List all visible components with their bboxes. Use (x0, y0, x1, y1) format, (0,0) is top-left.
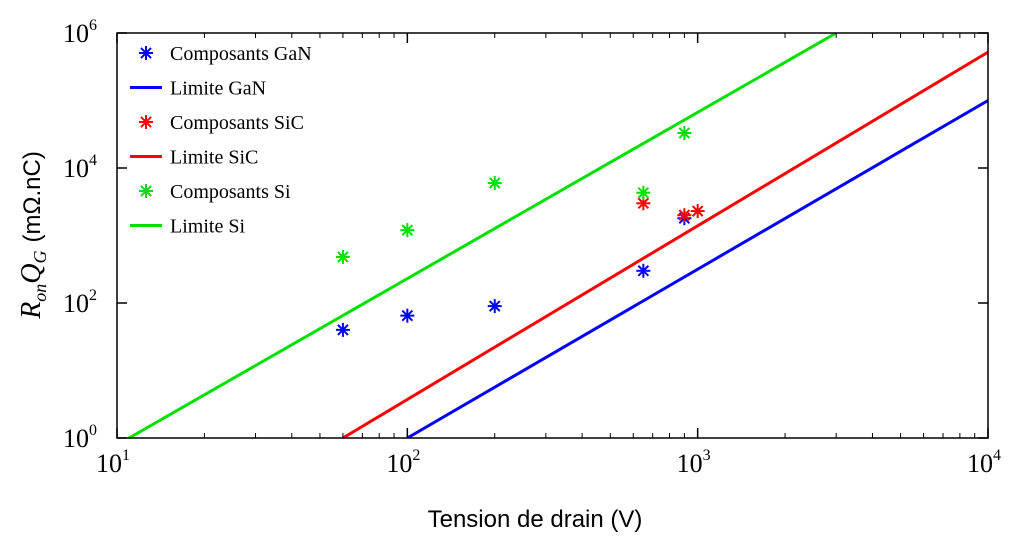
legend-label-4: Composants Si (170, 181, 291, 203)
data-point-0-3 (636, 263, 651, 278)
x-tick-label: 101 (96, 447, 130, 478)
marker-stroke (140, 47, 152, 59)
x-tick-label: 102 (386, 447, 420, 478)
marker-stroke (140, 185, 152, 197)
marker-stroke (637, 186, 650, 199)
legend-marker-0 (139, 46, 153, 60)
series-line-5 (128, 33, 837, 438)
marker-stroke (488, 177, 501, 189)
x-tick-label: 104 (967, 447, 1001, 478)
legend-marker-4 (139, 184, 153, 198)
data-point-4-0 (335, 250, 350, 265)
data-point-2-1 (677, 208, 692, 223)
marker-stroke (678, 209, 691, 221)
series-layer (128, 33, 988, 438)
series-line-1 (406, 99, 988, 438)
marker-stroke (691, 205, 704, 217)
legend-marker-2 (139, 115, 153, 129)
data-point-4-3 (636, 185, 651, 200)
y-tick-label: 102 (63, 287, 97, 318)
x-axis-label: Tension de drain (V) (428, 506, 643, 533)
data-point-0-0 (335, 322, 350, 337)
x-tick-label: 103 (677, 447, 711, 478)
plot-frame (116, 32, 989, 439)
marker-stroke (401, 224, 414, 236)
legend-label-1: Limite GaN (170, 78, 266, 100)
data-point-0-1 (400, 308, 415, 323)
axis-ticks: 101 102 103 104 100 102 104 106 (63, 17, 1001, 478)
data-point-2-2 (690, 204, 705, 219)
data-point-0-2 (487, 299, 502, 314)
y-tick-label: 100 (63, 422, 97, 453)
legend-label-2: Composants SiC (170, 112, 304, 134)
marker-stroke (140, 116, 152, 128)
legend-label-5: Limite Si (170, 216, 245, 238)
legend: Composants GaN Limite GaN Composants SiC Li… (130, 43, 312, 238)
legend-label-0: Composants GaN (170, 43, 312, 65)
data-point-2-0 (636, 196, 651, 211)
data-point-4-2 (487, 175, 502, 190)
marker-stroke (637, 265, 650, 277)
y-axis-label: RonQG(mΩ.nC) (16, 151, 50, 320)
marker-stroke (337, 251, 349, 263)
marker-stroke (401, 309, 414, 322)
y-tick-label: 106 (63, 17, 97, 48)
marker-stroke (488, 300, 501, 312)
series-line-3 (342, 50, 988, 438)
marker-stroke (637, 197, 650, 210)
y-tick-label: 104 (63, 152, 97, 183)
marker-stroke (678, 127, 691, 139)
data-point-4-4 (677, 126, 692, 141)
data-point-4-1 (400, 223, 415, 238)
marker-stroke (337, 324, 349, 336)
legend-label-3: Limite SiC (170, 147, 258, 169)
